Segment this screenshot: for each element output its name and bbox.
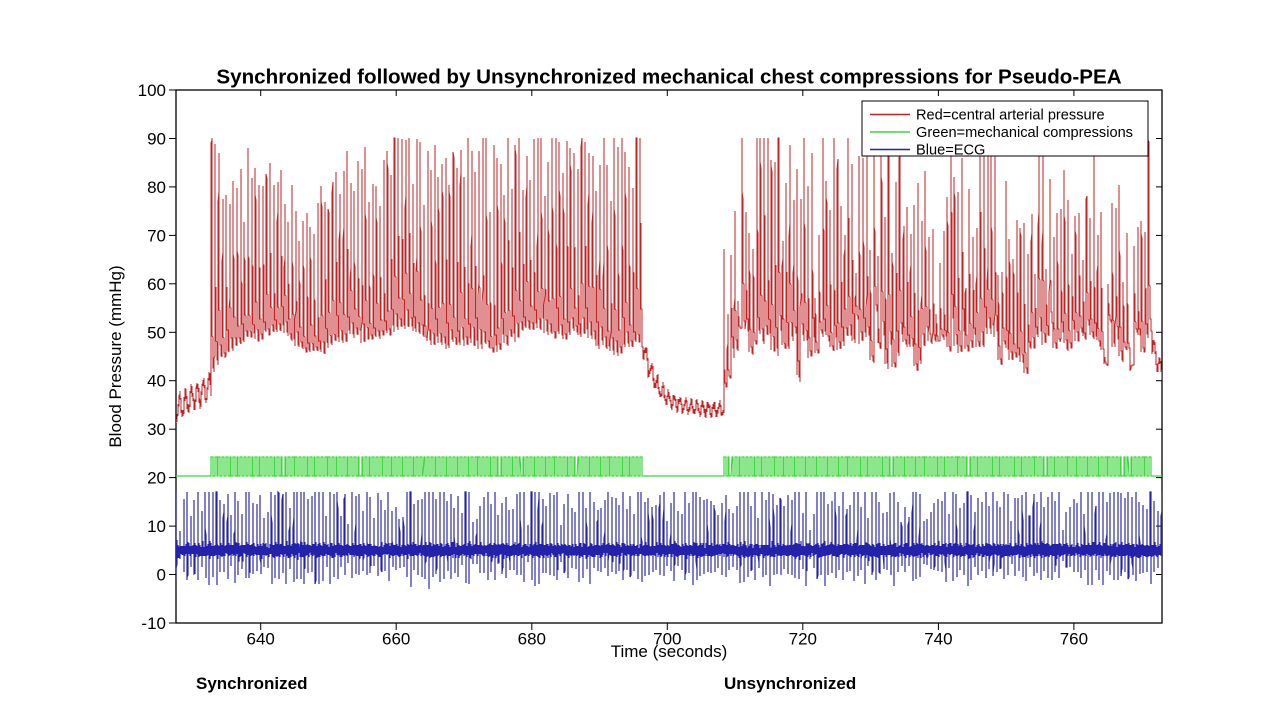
svg-text:0: 0 [157, 566, 166, 585]
svg-text:90: 90 [147, 130, 166, 149]
svg-text:50: 50 [147, 323, 166, 342]
svg-text:Green=mechanical compressions: Green=mechanical compressions [916, 125, 1133, 141]
svg-text:660: 660 [382, 630, 410, 649]
svg-text:Red=central arterial pressure: Red=central arterial pressure [916, 108, 1105, 124]
svg-text:Synchronized followed by Unsyn: Synchronized followed by Unsynchronized … [216, 66, 1121, 89]
svg-text:30: 30 [147, 420, 166, 439]
svg-text:720: 720 [789, 630, 817, 649]
svg-text:640: 640 [247, 630, 275, 649]
svg-text:100: 100 [138, 81, 166, 100]
svg-text:20: 20 [147, 469, 166, 488]
svg-text:80: 80 [147, 178, 166, 197]
svg-text:Time (seconds): Time (seconds) [611, 642, 728, 661]
svg-text:Blood Pressure (mmHg): Blood Pressure (mmHg) [106, 265, 125, 447]
svg-text:40: 40 [147, 372, 166, 391]
svg-text:10: 10 [147, 517, 166, 536]
svg-text:60: 60 [147, 275, 166, 294]
svg-text:70: 70 [147, 226, 166, 245]
svg-text:760: 760 [1060, 630, 1088, 649]
svg-text:-10: -10 [141, 614, 166, 633]
svg-text:740: 740 [924, 630, 952, 649]
svg-text:680: 680 [518, 630, 546, 649]
svg-text:Blue=ECG: Blue=ECG [916, 143, 985, 159]
